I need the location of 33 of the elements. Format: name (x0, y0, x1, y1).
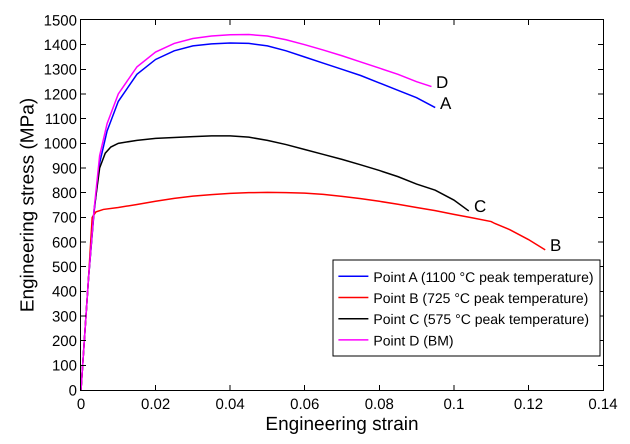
x-tick-label: 0.14 (588, 396, 618, 413)
x-tick-label: 0.04 (216, 396, 245, 413)
x-tick-label: 0.08 (364, 396, 394, 413)
x-tick-label: 0.06 (290, 396, 320, 413)
y-axis-title: Engineering stress (MPa) (17, 98, 38, 312)
x-axis-title: Engineering strain (265, 414, 419, 435)
annotation: B (550, 236, 562, 255)
y-tick-label: 100 (52, 358, 77, 375)
x-tick-label: 0.02 (140, 396, 170, 413)
legend-label: Point C (575 °C peak temperature) (373, 311, 590, 328)
y-tick-label: 1000 (44, 136, 77, 153)
y-tick-label: 800 (52, 184, 77, 202)
y-tick-label: 1200 (44, 86, 77, 104)
legend-label: Point D (BM) (373, 332, 454, 348)
y-tick-label: 200 (52, 332, 77, 350)
y-tick-label: 900 (52, 160, 77, 178)
y-tick-label: 1300 (44, 62, 77, 79)
legend-label: Point A (1100 °C peak temperature) (373, 268, 594, 285)
x-tick-label: 0.12 (514, 396, 544, 413)
legend-label: Point B (725 °C peak temperature) (373, 290, 588, 306)
annotation: C (474, 197, 486, 216)
annotation: D (436, 73, 448, 92)
x-tick-label: 0.1 (443, 396, 464, 413)
y-tick-label: 0 (68, 382, 77, 400)
y-tick-label: 300 (52, 308, 77, 326)
y-tick-label: 400 (52, 284, 77, 301)
annotation: A (440, 94, 452, 113)
y-tick-label: 1400 (44, 36, 77, 54)
y-tick-label: 1500 (44, 12, 77, 30)
y-tick-label: 600 (52, 234, 77, 252)
y-tick-label: 1100 (44, 110, 77, 128)
y-tick-label: 700 (52, 210, 77, 227)
y-tick-label: 500 (52, 258, 77, 276)
